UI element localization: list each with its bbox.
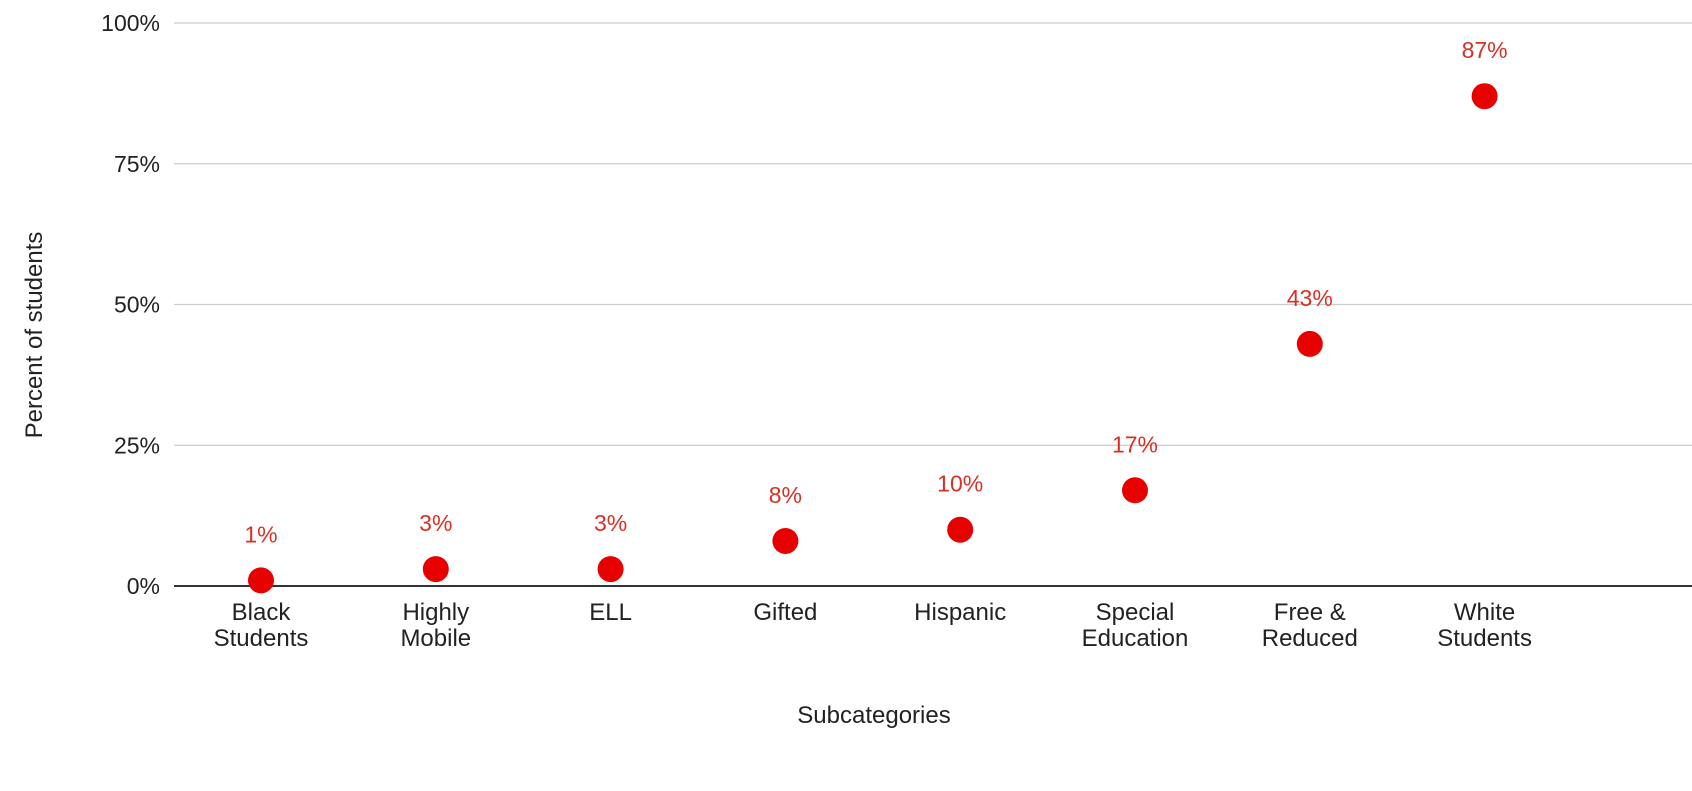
x-category-label-line: Students [214,625,309,652]
x-category-label-line: Free & [1274,599,1346,626]
x-category-label-line: Education [1082,625,1189,652]
y-axis-title: Percent of students [21,232,48,439]
data-points [248,83,1498,594]
x-category-label: White Students [1437,599,1532,652]
x-category-label-line: Mobile [400,625,471,652]
data-label: 87% [1462,37,1508,63]
x-category-label-line: Students [1437,625,1532,652]
x-category-label: Black Students [214,599,309,652]
gridlines [174,22,1692,446]
y-tick-label: 75% [114,151,160,177]
data-label: 10% [937,471,983,497]
y-tick-label: 0% [127,573,160,599]
x-category-label-line: ELL [589,599,632,626]
x-category-label-line: Black [232,599,292,626]
x-axis-title: Subcategories [797,702,950,729]
x-category-label-line: Hispanic [914,599,1006,626]
x-category-label: Gifted [753,599,817,626]
x-category-label: Free & Reduced [1262,599,1358,652]
data-labels: 1% 3% 3% 8% 10% 17% 43% 87% [244,37,1507,547]
x-category-label: Special Education [1082,599,1189,652]
x-category-label-line: White [1454,599,1515,626]
data-point [772,527,799,554]
y-tick-label: 50% [114,292,160,318]
data-point [248,567,274,594]
data-point [947,516,974,543]
data-point [1471,83,1498,110]
data-label: 3% [594,510,627,536]
y-tick-label: 25% [114,432,160,458]
data-point [1122,477,1148,504]
x-category-label-line: Gifted [753,599,817,626]
x-category-label: Highly Mobile [400,599,471,652]
data-label: 43% [1287,285,1333,311]
y-tick-label: 100% [101,10,160,36]
data-point [1296,330,1323,357]
data-label: 8% [769,482,802,508]
data-label: 3% [419,510,452,536]
data-label: 1% [244,521,277,547]
x-category-label-line: Highly [402,599,469,626]
x-category-label: ELL [589,599,632,626]
data-label: 17% [1112,431,1158,457]
x-category-label-line: Special [1096,599,1175,626]
data-point [422,556,449,583]
x-category-label-line: Reduced [1262,625,1358,652]
data-point [597,556,624,583]
x-category-label: Hispanic [914,599,1006,626]
y-axis-ticks: 0% 25% 50% 75% 100% [101,10,160,599]
